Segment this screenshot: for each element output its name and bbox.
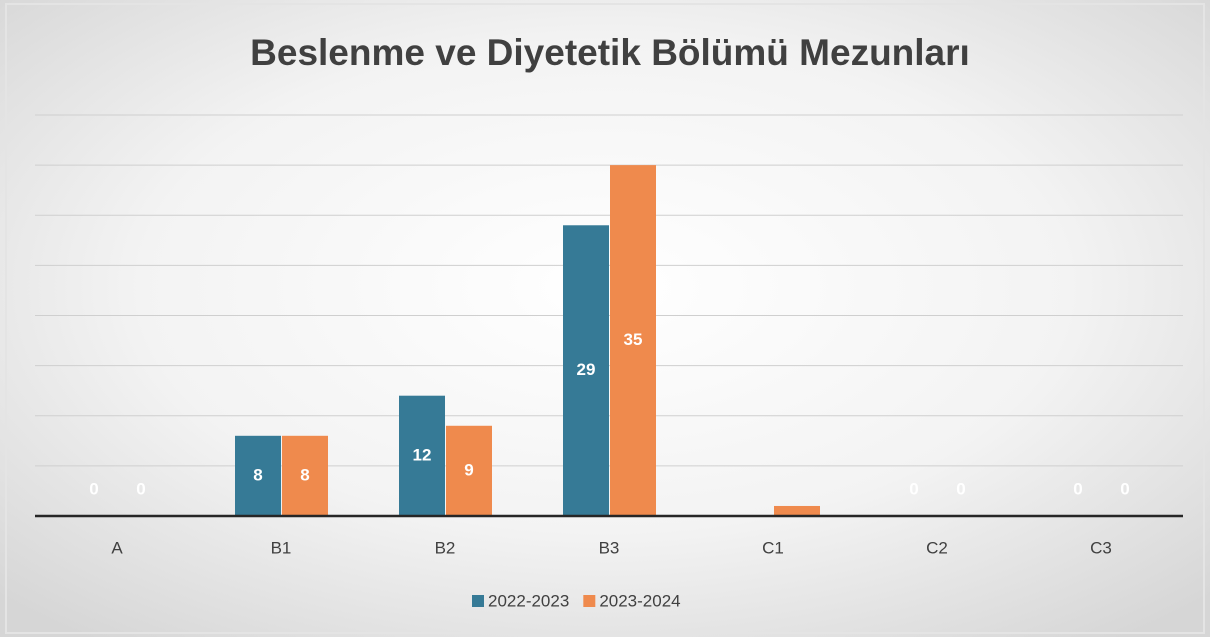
x-tick-label: C2: [926, 538, 948, 557]
x-tick-label: B2: [435, 538, 456, 557]
data-label: 8: [253, 465, 262, 484]
x-tick-label: C3: [1090, 538, 1112, 557]
data-label: 0: [89, 479, 98, 498]
x-tick-label: A: [111, 538, 123, 557]
data-label: 0: [956, 479, 965, 498]
chart-border: [5, 3, 1205, 634]
data-label: 0: [909, 479, 918, 498]
data-label: 9: [464, 460, 473, 479]
data-label: 0: [1073, 479, 1082, 498]
data-label: 0: [136, 479, 145, 498]
legend-label: 2022-2023: [488, 591, 569, 610]
data-label: 29: [577, 360, 596, 379]
legend-swatch: [583, 595, 596, 607]
bar: [774, 505, 820, 516]
chart-title: Beslenme ve Diyetetik Bölümü Mezunları: [250, 32, 970, 73]
bar: [282, 435, 328, 516]
bar: [399, 395, 445, 516]
bar: [610, 165, 656, 516]
data-label: 35: [624, 330, 643, 349]
data-label: 12: [413, 445, 432, 464]
bar: [446, 425, 492, 516]
data-label: 8: [300, 465, 309, 484]
x-tick-label: B3: [599, 538, 620, 557]
bar: [235, 435, 281, 516]
legend-swatch: [472, 595, 484, 607]
bar: [563, 225, 609, 516]
legend-label: 2023-2024: [599, 591, 680, 610]
x-tick-label: B1: [271, 538, 292, 557]
data-label: 0: [1120, 479, 1129, 498]
x-tick-label: C1: [762, 538, 784, 557]
